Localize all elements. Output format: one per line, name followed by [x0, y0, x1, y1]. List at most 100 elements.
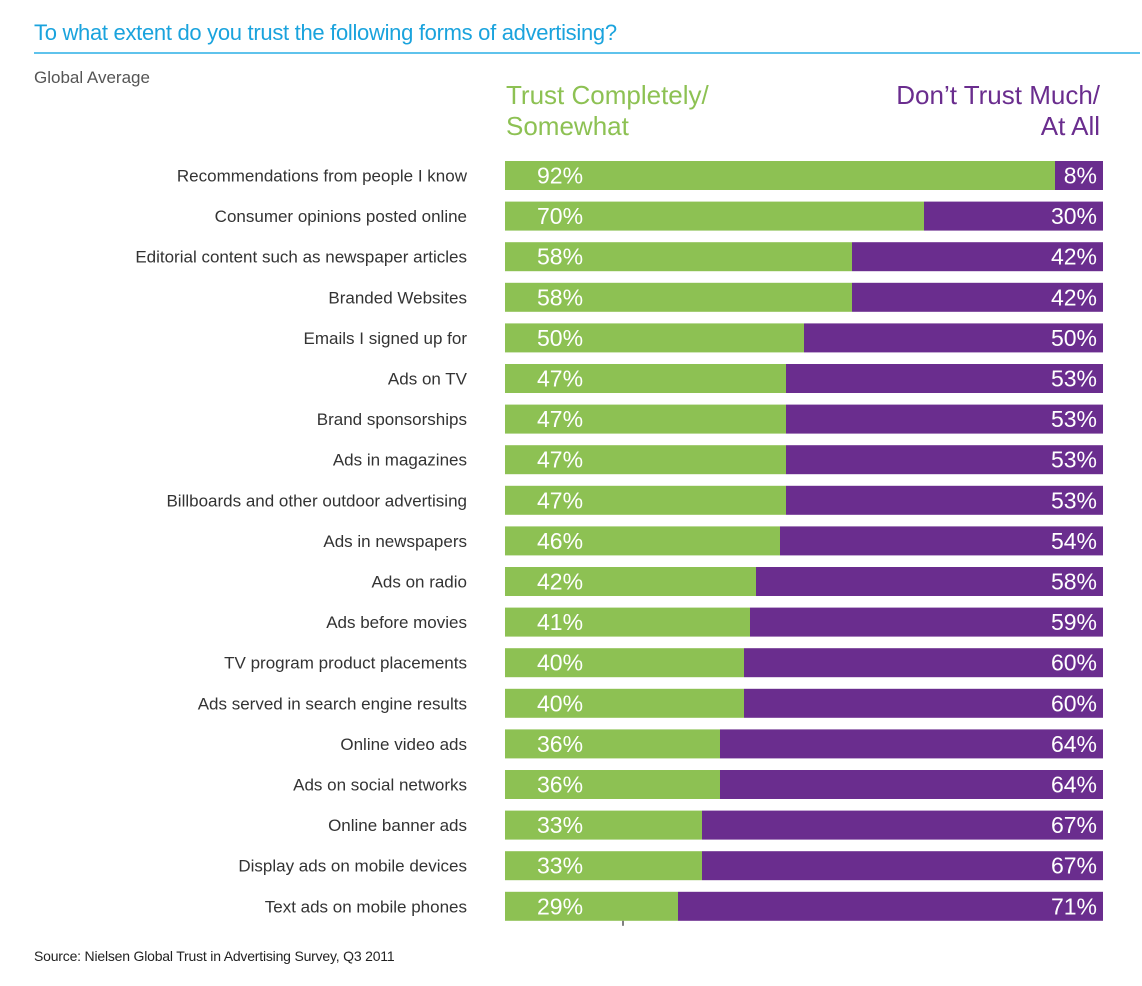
title-divider	[34, 52, 1140, 54]
bar-trust	[505, 526, 780, 556]
legend-distrust-line-1: Don’t Trust Much/	[896, 80, 1100, 110]
value-label-distrust: 53%	[1051, 366, 1097, 392]
category-label: TV program product placements	[224, 654, 467, 673]
bar-trust	[505, 567, 756, 596]
bar-distrust	[720, 729, 1103, 759]
value-label-trust: 29%	[537, 893, 583, 919]
source-note: Source: Nielsen Global Trust in Advertis…	[34, 948, 395, 964]
bar-distrust	[744, 688, 1103, 718]
value-label-trust: 33%	[537, 853, 583, 879]
bar-trust	[505, 810, 702, 840]
category-label: Display ads on mobile devices	[238, 857, 467, 876]
bar-trust	[505, 242, 852, 272]
bar-trust	[505, 607, 750, 637]
value-label-trust: 58%	[537, 244, 583, 270]
value-label-trust: 47%	[537, 447, 583, 473]
bar-trust	[505, 364, 786, 393]
value-label-trust: 47%	[537, 487, 583, 513]
bar-distrust	[756, 567, 1103, 596]
value-label-trust: 50%	[537, 325, 583, 351]
chart-title: To what extent do you trust the followin…	[34, 20, 617, 45]
bar-distrust	[852, 282, 1103, 312]
bar-distrust	[1055, 161, 1103, 190]
bar-trust	[505, 891, 678, 921]
value-label-distrust: 30%	[1051, 203, 1097, 229]
value-label-distrust: 53%	[1051, 447, 1097, 473]
category-label: Branded Websites	[328, 288, 467, 307]
value-label-trust: 46%	[537, 528, 583, 554]
category-label: Editorial content such as newspaper arti…	[135, 248, 467, 267]
category-label: Emails I signed up for	[304, 329, 468, 348]
category-label: Ads on social networks	[293, 776, 467, 795]
value-label-distrust: 8%	[1064, 163, 1097, 189]
bar-trust	[505, 485, 786, 515]
value-label-distrust: 42%	[1051, 244, 1097, 270]
value-label-trust: 40%	[537, 650, 583, 676]
bar-distrust	[786, 485, 1103, 515]
category-label: Consumer opinions posted online	[215, 207, 467, 226]
bar-distrust	[744, 648, 1103, 678]
value-label-trust: 47%	[537, 406, 583, 432]
value-label-distrust: 67%	[1051, 853, 1097, 879]
bar-distrust	[780, 526, 1103, 556]
bar-distrust	[702, 851, 1103, 881]
value-label-distrust: 58%	[1051, 569, 1097, 595]
value-label-distrust: 53%	[1051, 487, 1097, 513]
category-label: Billboards and other outdoor advertising	[166, 491, 467, 510]
category-label: Ads before movies	[326, 613, 467, 632]
value-label-distrust: 60%	[1051, 650, 1097, 676]
bar-trust	[505, 282, 852, 312]
bar-distrust	[786, 404, 1103, 434]
bar-distrust	[678, 891, 1103, 921]
legend-trust-line-1: Trust Completely/	[506, 80, 709, 110]
legend-trust-line-2: Somewhat	[506, 111, 629, 141]
bar-distrust	[804, 323, 1103, 353]
bar-distrust	[786, 364, 1103, 393]
bar-trust	[505, 161, 1055, 190]
value-label-trust: 33%	[537, 812, 583, 838]
category-label: Online banner ads	[328, 816, 467, 835]
bar-distrust	[702, 810, 1103, 840]
value-label-trust: 36%	[537, 731, 583, 757]
category-label: Ads in newspapers	[323, 532, 467, 551]
legend-trust: Trust Completely/ Somewhat	[506, 80, 709, 142]
value-label-distrust: 42%	[1051, 284, 1097, 310]
bar-trust	[505, 445, 786, 475]
value-label-trust: 36%	[537, 772, 583, 798]
value-label-trust: 47%	[537, 366, 583, 392]
value-label-distrust: 54%	[1051, 528, 1097, 554]
bar-distrust	[750, 607, 1103, 637]
chart-subtitle: Global Average	[34, 68, 150, 87]
category-label: Ads in magazines	[333, 451, 467, 470]
bar-trust	[505, 851, 702, 881]
value-label-distrust: 64%	[1051, 772, 1097, 798]
value-label-distrust: 67%	[1051, 812, 1097, 838]
value-label-distrust: 50%	[1051, 325, 1097, 351]
value-label-trust: 58%	[537, 284, 583, 310]
value-label-trust: 92%	[537, 163, 583, 189]
legend-distrust-line-2: At All	[1040, 111, 1100, 141]
category-label: Ads on TV	[388, 370, 468, 389]
bar-trust	[505, 201, 924, 231]
bar-trust	[505, 404, 786, 434]
value-label-trust: 70%	[537, 203, 583, 229]
value-label-trust: 40%	[537, 690, 583, 716]
category-label: Ads served in search engine results	[198, 694, 467, 713]
bar-distrust	[720, 770, 1103, 799]
value-label-trust: 42%	[537, 569, 583, 595]
value-label-distrust: 64%	[1051, 731, 1097, 757]
category-label: Ads on radio	[372, 573, 467, 592]
category-label: Text ads on mobile phones	[265, 897, 467, 916]
legend-distrust: Don’t Trust Much/ At All	[896, 80, 1100, 142]
category-label: Online video ads	[340, 735, 467, 754]
category-label: Brand sponsorships	[317, 410, 467, 429]
bar-trust	[505, 648, 744, 678]
value-label-distrust: 53%	[1051, 406, 1097, 432]
bar-trust	[505, 729, 720, 759]
value-label-distrust: 59%	[1051, 609, 1097, 635]
bar-trust	[505, 688, 744, 718]
value-label-distrust: 71%	[1051, 893, 1097, 919]
category-label: Recommendations from people I know	[177, 167, 468, 186]
bar-distrust	[924, 201, 1103, 231]
